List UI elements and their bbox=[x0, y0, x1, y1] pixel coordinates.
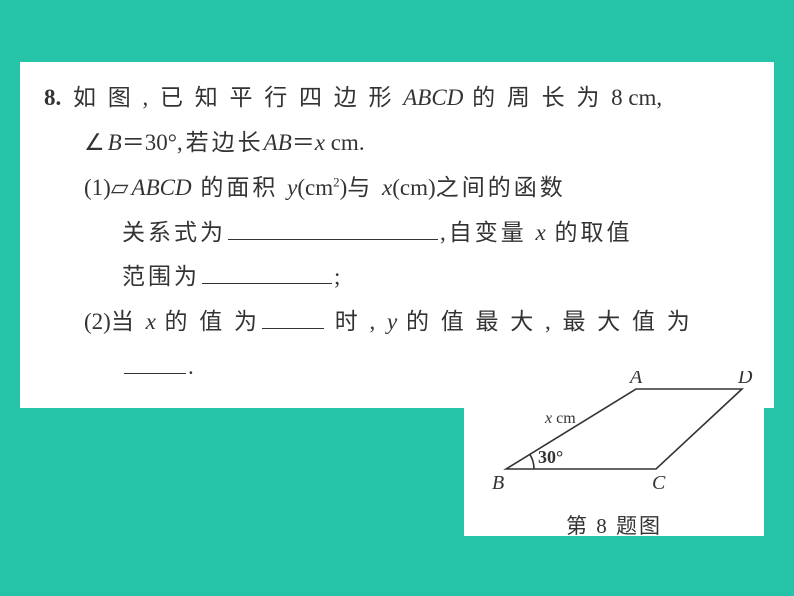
comma: , bbox=[177, 130, 186, 155]
var-x: x bbox=[536, 220, 546, 245]
stem-line-1: 8. 如 图 , 已 知 平 行 四 边 形 ABCD 的 周 长 为 8 cm… bbox=[44, 76, 750, 121]
when-text: 的 值 为 bbox=[156, 309, 260, 334]
label-abcd: ABCD bbox=[132, 175, 192, 200]
angle-arc bbox=[530, 454, 534, 469]
var-x: x bbox=[315, 130, 325, 155]
unit-cm: cm bbox=[400, 175, 428, 200]
blank-x-value bbox=[262, 309, 324, 330]
figure-box: A B C D x cm 30° 第 8 题图 bbox=[464, 371, 764, 536]
parallelogram-symbol: ▱ bbox=[111, 175, 132, 200]
area-text: 的面积 bbox=[192, 175, 288, 200]
domain-text: ,自变量 bbox=[440, 220, 536, 245]
var-y: y bbox=[387, 309, 397, 334]
part1-line-1: (1)▱ABCD 的面积 y(cm2)与 x(cm)之间的函数 bbox=[44, 166, 750, 211]
semicolon: ; bbox=[334, 264, 340, 289]
between-text: 之间的函数 bbox=[436, 175, 566, 200]
equals: ＝ bbox=[292, 130, 315, 155]
when-text: 时 , bbox=[326, 309, 387, 334]
part2-line-1: (2)当 x 的 值 为 时 , y 的 值 最 大 , 最 大 值 为 bbox=[44, 300, 750, 345]
angle-b: B bbox=[108, 130, 122, 155]
perimeter-value: 8 bbox=[611, 85, 623, 110]
var-y: y bbox=[287, 175, 297, 200]
question-number: 8. bbox=[44, 85, 64, 110]
angle-value: 30° bbox=[145, 130, 177, 155]
stem-text: 如 图 , 已 知 平 行 四 边 形 bbox=[73, 85, 403, 110]
equals: ＝ bbox=[122, 130, 145, 155]
part1-line-3: 范围为; bbox=[44, 255, 750, 300]
unit-cm2: cm bbox=[305, 175, 333, 200]
period: . bbox=[359, 130, 365, 155]
vertex-d-label: D bbox=[737, 371, 753, 388]
parallelogram-diagram: A B C D x cm 30° bbox=[464, 371, 764, 501]
label-abcd: ABCD bbox=[403, 85, 463, 110]
domain-text: 的取值 bbox=[546, 220, 633, 245]
max-text: 的 值 最 大 , 最 大 值 为 bbox=[397, 309, 693, 334]
angle-30-label: 30° bbox=[538, 447, 563, 467]
blank-function bbox=[228, 219, 438, 240]
perimeter-unit: cm bbox=[623, 85, 657, 110]
stem-line-2: ∠B＝30°,若边长AB＝x cm. bbox=[44, 121, 750, 166]
range-text: 范围为 bbox=[122, 264, 200, 289]
figure-caption: 第 8 题图 bbox=[464, 510, 764, 540]
unit-cm: cm bbox=[325, 130, 359, 155]
lparen: ( bbox=[297, 175, 305, 200]
part2-number: (2) bbox=[84, 309, 111, 334]
when-text: 当 bbox=[111, 309, 146, 334]
label-ab: AB bbox=[264, 130, 292, 155]
part1-number: (1) bbox=[84, 175, 111, 200]
blank-domain bbox=[202, 264, 332, 285]
angle-symbol: ∠ bbox=[84, 130, 108, 155]
relation-text: 关系式为 bbox=[122, 220, 226, 245]
side-text: 若边长 bbox=[186, 130, 264, 155]
vertex-a-label: A bbox=[628, 371, 643, 388]
vertex-b-label: B bbox=[492, 472, 504, 494]
var-x: x bbox=[382, 175, 392, 200]
question-box: 8. 如 图 , 已 知 平 行 四 边 形 ABCD 的 周 长 为 8 cm… bbox=[20, 62, 774, 408]
with-text: 与 bbox=[347, 175, 382, 200]
vertex-c-label: C bbox=[652, 472, 666, 494]
stem-text: 的 周 长 为 bbox=[463, 85, 611, 110]
period: . bbox=[188, 354, 194, 379]
side-x-cm-label: x cm bbox=[544, 410, 576, 427]
rparen: ) bbox=[428, 175, 436, 200]
part1-line-2: 关系式为 ,自变量 x 的取值 bbox=[44, 211, 750, 256]
blank-max-value bbox=[124, 353, 186, 374]
comma: , bbox=[656, 85, 665, 110]
lparen: ( bbox=[392, 175, 400, 200]
var-x: x bbox=[146, 309, 156, 334]
